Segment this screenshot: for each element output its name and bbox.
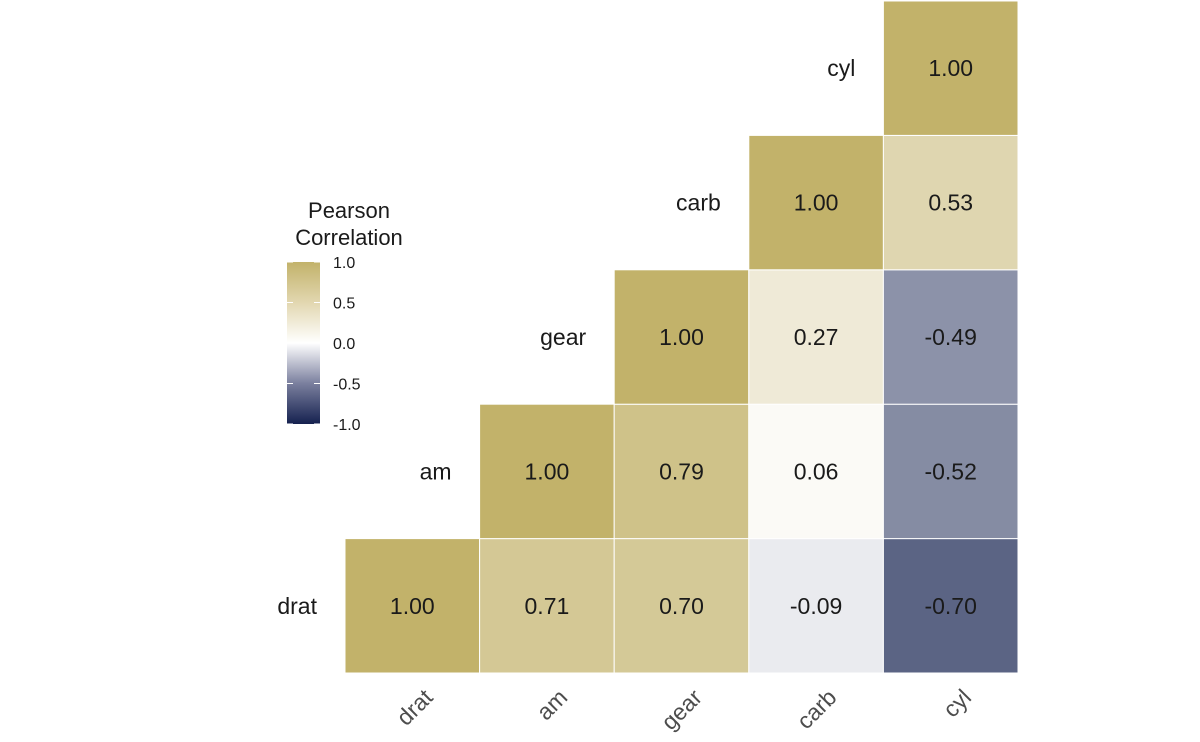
x-tick-label-cyl: cyl bbox=[938, 684, 976, 722]
legend-tick-label: 0.0 bbox=[333, 336, 355, 353]
heatmap-cell-gear-gear bbox=[613, 269, 750, 405]
legend-tick-label: -1.0 bbox=[333, 417, 361, 434]
cell-label-am-am: 1.00 bbox=[525, 458, 570, 484]
x-tick-label-carb: carb bbox=[791, 684, 841, 734]
heatmap-cell-am-gear bbox=[613, 403, 750, 540]
diagonal-label-gear: gear bbox=[540, 324, 586, 350]
cell-label-gear-gear: 1.00 bbox=[659, 324, 704, 350]
heatmap-cell-drat-cyl bbox=[882, 538, 1019, 674]
legend: Pearson Correlation 1.0 0.5 0.0 -0.5 -1.0 bbox=[287, 198, 403, 434]
cell-label-drat-drat: 1.00 bbox=[390, 593, 435, 619]
x-tick-label-drat: drat bbox=[391, 684, 438, 731]
cell-label-carb-cyl: 0.53 bbox=[928, 190, 973, 216]
heatmap-cells: 1.00 0.71 0.70 -0.09 -0.70 1.00 0.79 0.06 -0.52 1… bbox=[344, 0, 1019, 674]
cell-label-am-cyl: -0.52 bbox=[924, 458, 976, 484]
heatmap-cell-carb-carb bbox=[748, 134, 884, 271]
diagonal-label-carb: carb bbox=[676, 190, 721, 216]
legend-tick-label: 1.0 bbox=[333, 255, 355, 272]
heatmap-cell-am-cyl bbox=[882, 403, 1019, 540]
cell-label-carb-carb: 1.00 bbox=[794, 190, 839, 216]
cell-label-am-carb: 0.06 bbox=[794, 458, 839, 484]
heatmap-cell-gear-cyl bbox=[882, 269, 1019, 405]
legend-title-line-2: Correlation bbox=[295, 225, 403, 250]
diagonal-label-am: am bbox=[420, 458, 452, 484]
cell-label-drat-am: 0.71 bbox=[525, 593, 570, 619]
cell-label-drat-gear: 0.70 bbox=[659, 593, 704, 619]
cell-label-drat-carb: -0.09 bbox=[790, 593, 842, 619]
heatmap-cell-am-carb bbox=[748, 403, 884, 540]
heatmap-cell-drat-carb bbox=[748, 538, 884, 674]
diagonal-label-cyl: cyl bbox=[827, 55, 855, 81]
x-tick-label-gear: gear bbox=[656, 684, 707, 735]
x-axis-tick-labels: drat am gear carb cyl bbox=[391, 684, 976, 735]
cell-label-drat-cyl: -0.70 bbox=[924, 593, 976, 619]
heatmap-cell-cyl-cyl bbox=[882, 0, 1019, 136]
legend-tick-label: 0.5 bbox=[333, 296, 355, 313]
heatmap-cell-am-am bbox=[479, 403, 615, 540]
heatmap-cell-drat-drat bbox=[344, 538, 481, 674]
heatmap-cell-drat-am bbox=[479, 538, 615, 674]
legend-title-line-1: Pearson bbox=[308, 198, 390, 223]
cell-label-gear-cyl: -0.49 bbox=[924, 324, 976, 350]
cell-label-cyl-cyl: 1.00 bbox=[928, 55, 973, 81]
cell-label-gear-carb: 0.27 bbox=[794, 324, 839, 350]
cell-label-am-gear: 0.79 bbox=[659, 458, 704, 484]
diagonal-label-drat: drat bbox=[277, 593, 317, 619]
legend-tick-label: -0.5 bbox=[333, 377, 361, 394]
diagonal-labels: drat am gear carb cyl bbox=[277, 55, 855, 619]
x-tick-label-am: am bbox=[531, 684, 572, 725]
